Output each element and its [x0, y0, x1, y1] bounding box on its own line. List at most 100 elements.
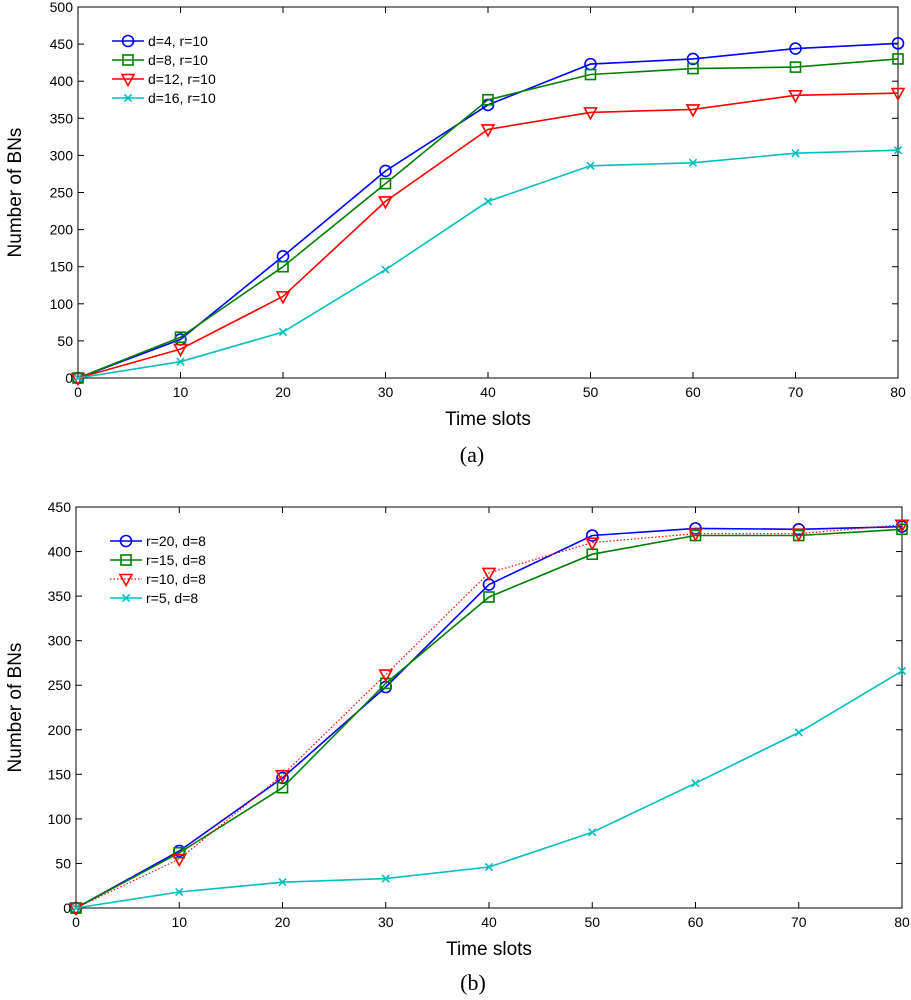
y-tick-label: 300 — [50, 147, 74, 163]
series-3 — [70, 87, 906, 387]
legend-label: d=4, r=10 — [148, 33, 208, 49]
data-point — [68, 902, 84, 917]
x-tick-label: 70 — [791, 914, 807, 930]
x-tick-label: 40 — [481, 914, 497, 930]
data-point — [176, 357, 185, 366]
legend-swatch-marker — [122, 54, 134, 66]
data-point — [173, 343, 188, 358]
data-point — [583, 107, 598, 121]
legend-swatch-marker — [120, 554, 132, 566]
data-point — [378, 196, 393, 210]
legend-label: d=8, r=10 — [148, 52, 208, 68]
data-point — [891, 37, 905, 50]
data-point — [686, 52, 700, 66]
data-point — [586, 161, 595, 170]
data-point — [789, 61, 802, 73]
data-point — [175, 887, 184, 897]
data-point — [482, 93, 494, 106]
data-point — [378, 669, 394, 683]
legend-entry: d=16, r=10 — [112, 90, 216, 106]
data-point — [171, 853, 187, 868]
y-tick-label: 250 — [48, 677, 72, 693]
y-tick-label: 150 — [50, 259, 74, 275]
series-line — [75, 670, 903, 909]
data-point — [275, 769, 290, 784]
legend-swatch-marker — [121, 593, 131, 603]
legend-label: d=12, r=10 — [148, 71, 216, 87]
y-tick-label: 150 — [48, 766, 72, 782]
legend: r=20, d=8 r=15, d=8 r=10, d=8 r=5, d=8 — [110, 533, 206, 606]
data-point — [481, 567, 497, 582]
data-point — [71, 903, 81, 913]
legend-label: r=15, d=8 — [146, 552, 206, 568]
x-tick-label: 50 — [583, 384, 599, 400]
legend-swatch-marker — [121, 34, 135, 48]
legend-entry: d=4, r=10 — [112, 33, 208, 49]
legend-entry: d=8, r=10 — [112, 52, 208, 68]
series-4 — [71, 666, 907, 913]
legend-label: d=16, r=10 — [148, 90, 216, 106]
data-point — [173, 846, 186, 859]
series-3 — [68, 519, 910, 917]
data-point — [890, 87, 906, 102]
data-point — [275, 291, 291, 305]
legend-entry: r=10, d=8 — [110, 571, 206, 588]
y-axis-label: Number of BNs — [5, 643, 26, 773]
data-point — [278, 878, 287, 887]
data-point — [896, 523, 908, 536]
data-point — [691, 779, 700, 788]
data-point — [73, 373, 83, 383]
y-tick-label: 300 — [48, 633, 72, 649]
data-point — [484, 862, 494, 872]
data-point — [379, 164, 392, 178]
subfigure-caption: (a) — [460, 442, 484, 467]
x-tick-label: 80 — [894, 914, 910, 930]
series-4 — [73, 146, 903, 383]
y-axis-label: Number of BNs — [5, 128, 26, 258]
x-tick-label: 10 — [171, 914, 187, 930]
data-point — [379, 177, 392, 190]
y-tick-label: 350 — [50, 110, 74, 126]
y-tick-label: 500 — [50, 0, 74, 15]
chart-b: 0 10 20 30 40 50 60 70 80 0 50 100 150 200 250 300 350 40… — [5, 499, 910, 995]
chart-a: 0 10 20 30 40 50 60 70 80 0 50 100 150 200 250 300 350 40… — [5, 0, 906, 467]
data-point — [687, 62, 699, 75]
y-tick-label: 350 — [48, 588, 72, 604]
data-point — [688, 528, 703, 542]
x-tick-label: 80 — [890, 384, 906, 400]
x-tick-label: 40 — [480, 384, 496, 400]
data-point — [480, 124, 496, 138]
x-tick-label: 20 — [275, 914, 291, 930]
data-point — [897, 666, 907, 676]
x-tick-label: 60 — [688, 914, 704, 930]
y-tick-label: 200 — [48, 722, 72, 738]
y-tick-label: 0 — [65, 370, 73, 386]
legend-swatch-marker — [119, 534, 133, 548]
data-point — [381, 265, 390, 274]
x-tick-label: 0 — [72, 914, 80, 930]
data-point — [894, 519, 910, 533]
x-tick-label: 20 — [275, 384, 291, 400]
x-axis-label: Time slots — [446, 939, 532, 960]
legend-label: r=10, d=8 — [146, 571, 206, 587]
data-point — [794, 728, 803, 737]
data-point — [278, 327, 288, 337]
y-tick-label: 250 — [50, 185, 74, 201]
series-line — [75, 524, 903, 909]
data-point — [791, 149, 800, 158]
legend-swatch-marker — [123, 93, 133, 103]
data-point — [893, 146, 903, 155]
data-point — [174, 331, 187, 343]
legend-label: r=20, d=8 — [146, 533, 206, 549]
series-line — [77, 149, 899, 379]
series-line — [77, 58, 899, 379]
legend-entry: r=20, d=8 — [110, 533, 206, 549]
data-point — [789, 42, 802, 55]
y-tick-label: 0 — [63, 900, 71, 916]
data-point — [70, 372, 86, 387]
x-tick-label: 30 — [378, 914, 394, 930]
x-tick-label: 70 — [788, 384, 804, 400]
x-tick-label: 0 — [74, 384, 82, 400]
legend-label: r=5, d=8 — [146, 590, 198, 606]
